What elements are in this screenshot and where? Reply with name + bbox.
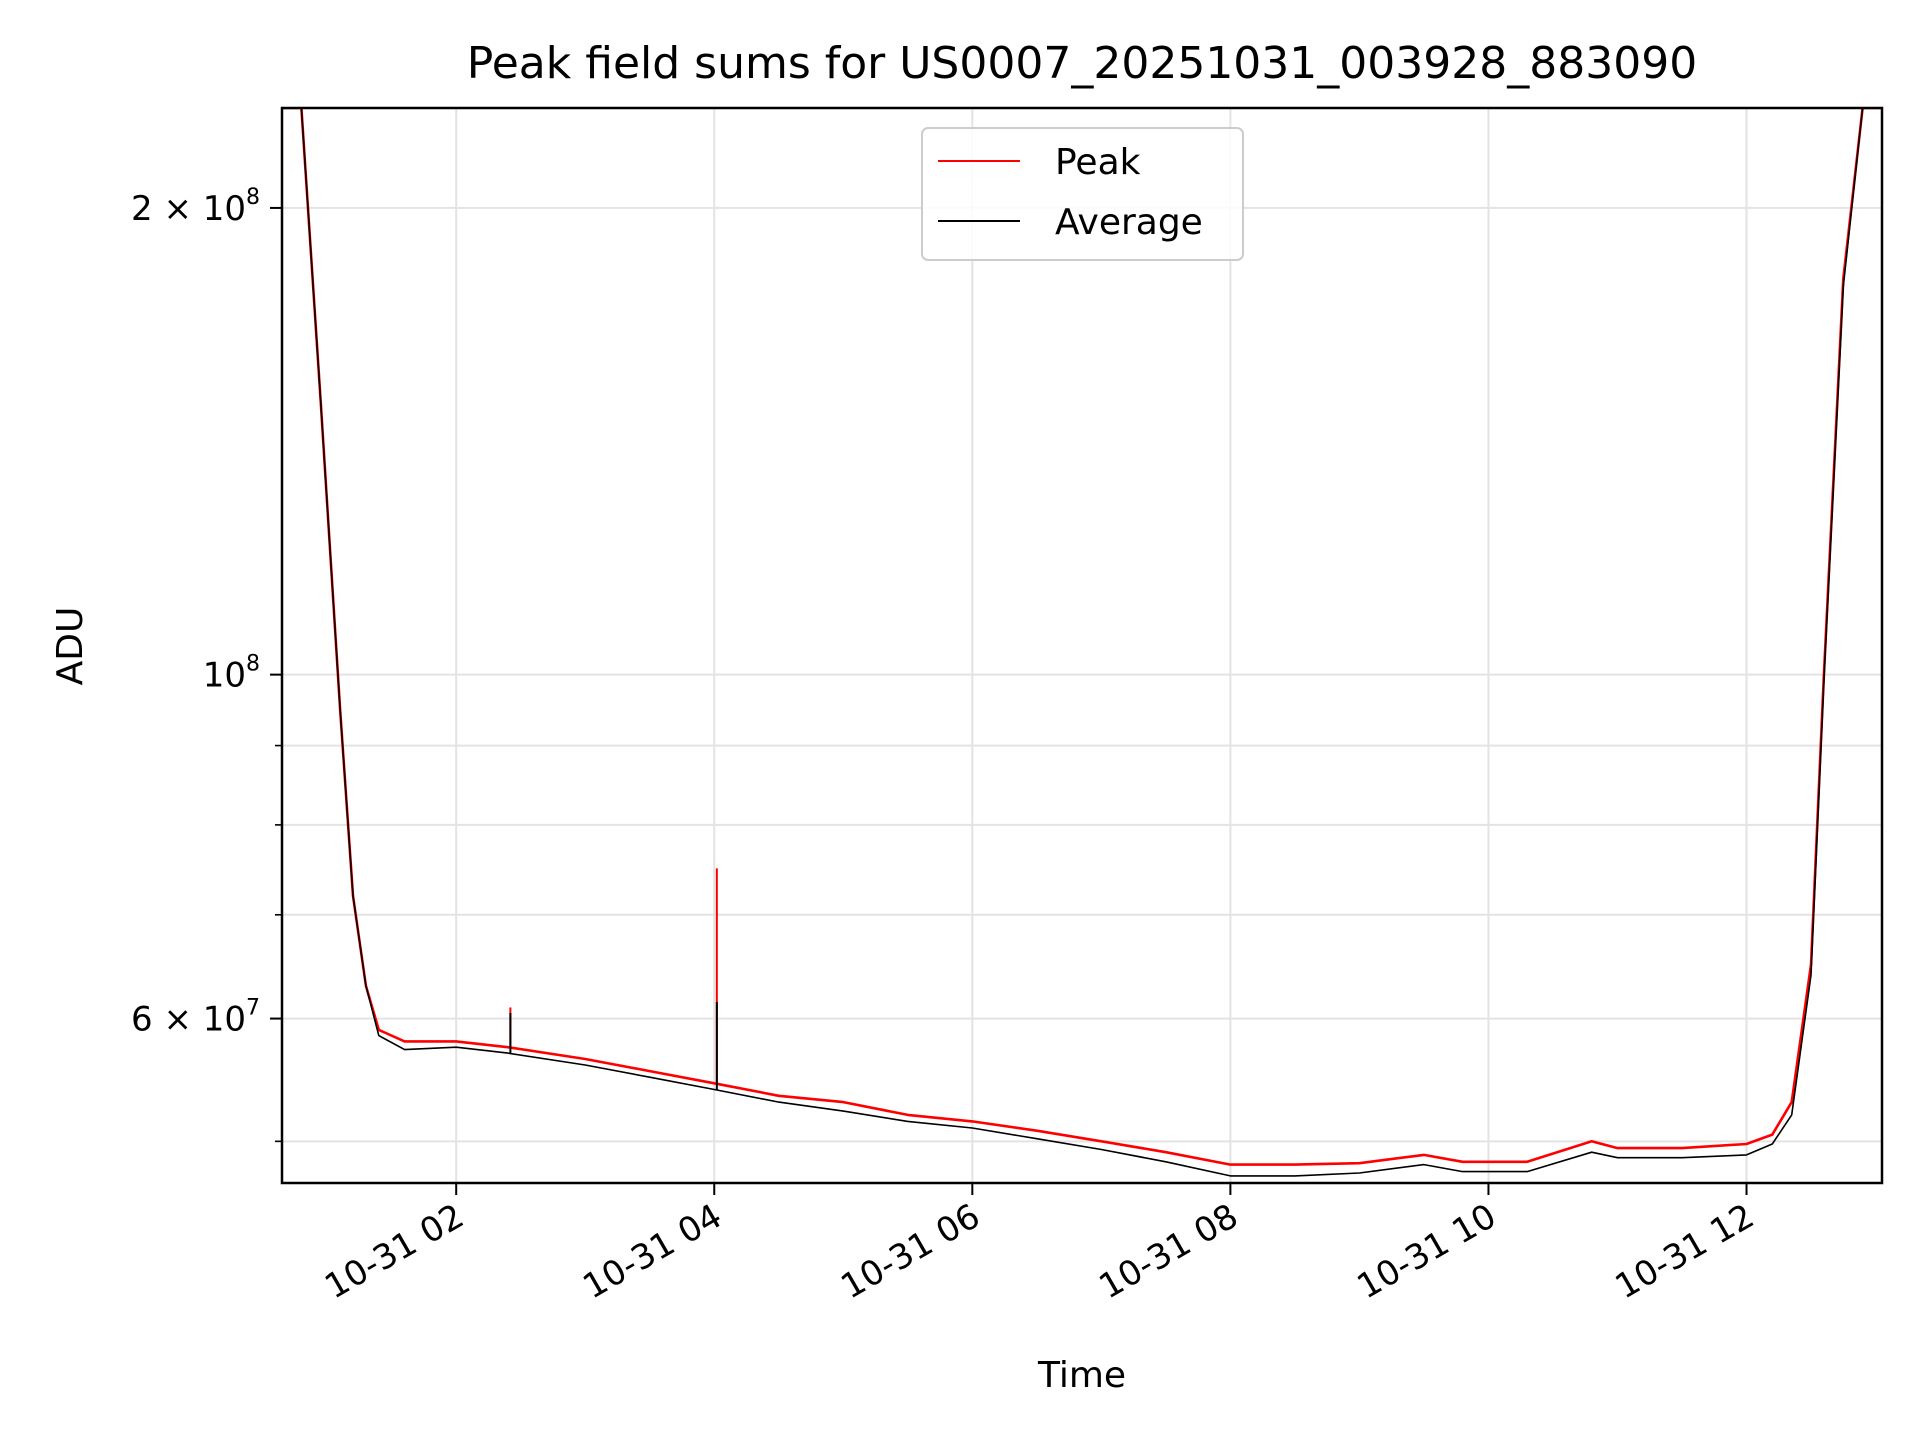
chart-title: Peak field sums for US0007_20251031_0039… xyxy=(467,38,1697,89)
x-tick-label: 10-31 06 xyxy=(834,1196,986,1307)
series-peak-line xyxy=(282,108,1882,1166)
y-axis-label: ADU xyxy=(50,607,91,686)
x-tick-label: 10-31 08 xyxy=(1092,1196,1244,1307)
x-axis-ticks: 10-31 02 10-31 04 10-31 06 10-31 08 10-31 10… xyxy=(318,1183,1761,1307)
x-tick-label: 10-31 10 xyxy=(1351,1196,1503,1307)
y-tick-label: 108 xyxy=(203,652,260,696)
x-tick-label: 10-31 02 xyxy=(318,1196,470,1307)
y-tick-label: 2 × 108 xyxy=(131,185,260,229)
series-average-line xyxy=(282,108,1882,1177)
x-axis-label: Time xyxy=(1037,1355,1126,1396)
x-tick-label: 10-31 12 xyxy=(1609,1196,1761,1307)
series-peak xyxy=(282,108,1882,1166)
legend: Peak Average xyxy=(921,127,1244,261)
y-axis-ticks: 6 × 107 108 2 × 108 xyxy=(131,185,282,1143)
legend-entry-peak: Peak xyxy=(1055,142,1141,183)
y-tick-label: 6 × 107 xyxy=(131,996,260,1040)
x-tick-label: 10-31 04 xyxy=(576,1196,728,1307)
plot-area xyxy=(282,108,1882,1177)
grid xyxy=(282,108,1882,1183)
series-average xyxy=(282,108,1882,1177)
legend-entry-average: Average xyxy=(1055,202,1203,243)
axes-frame xyxy=(280,106,1884,1185)
